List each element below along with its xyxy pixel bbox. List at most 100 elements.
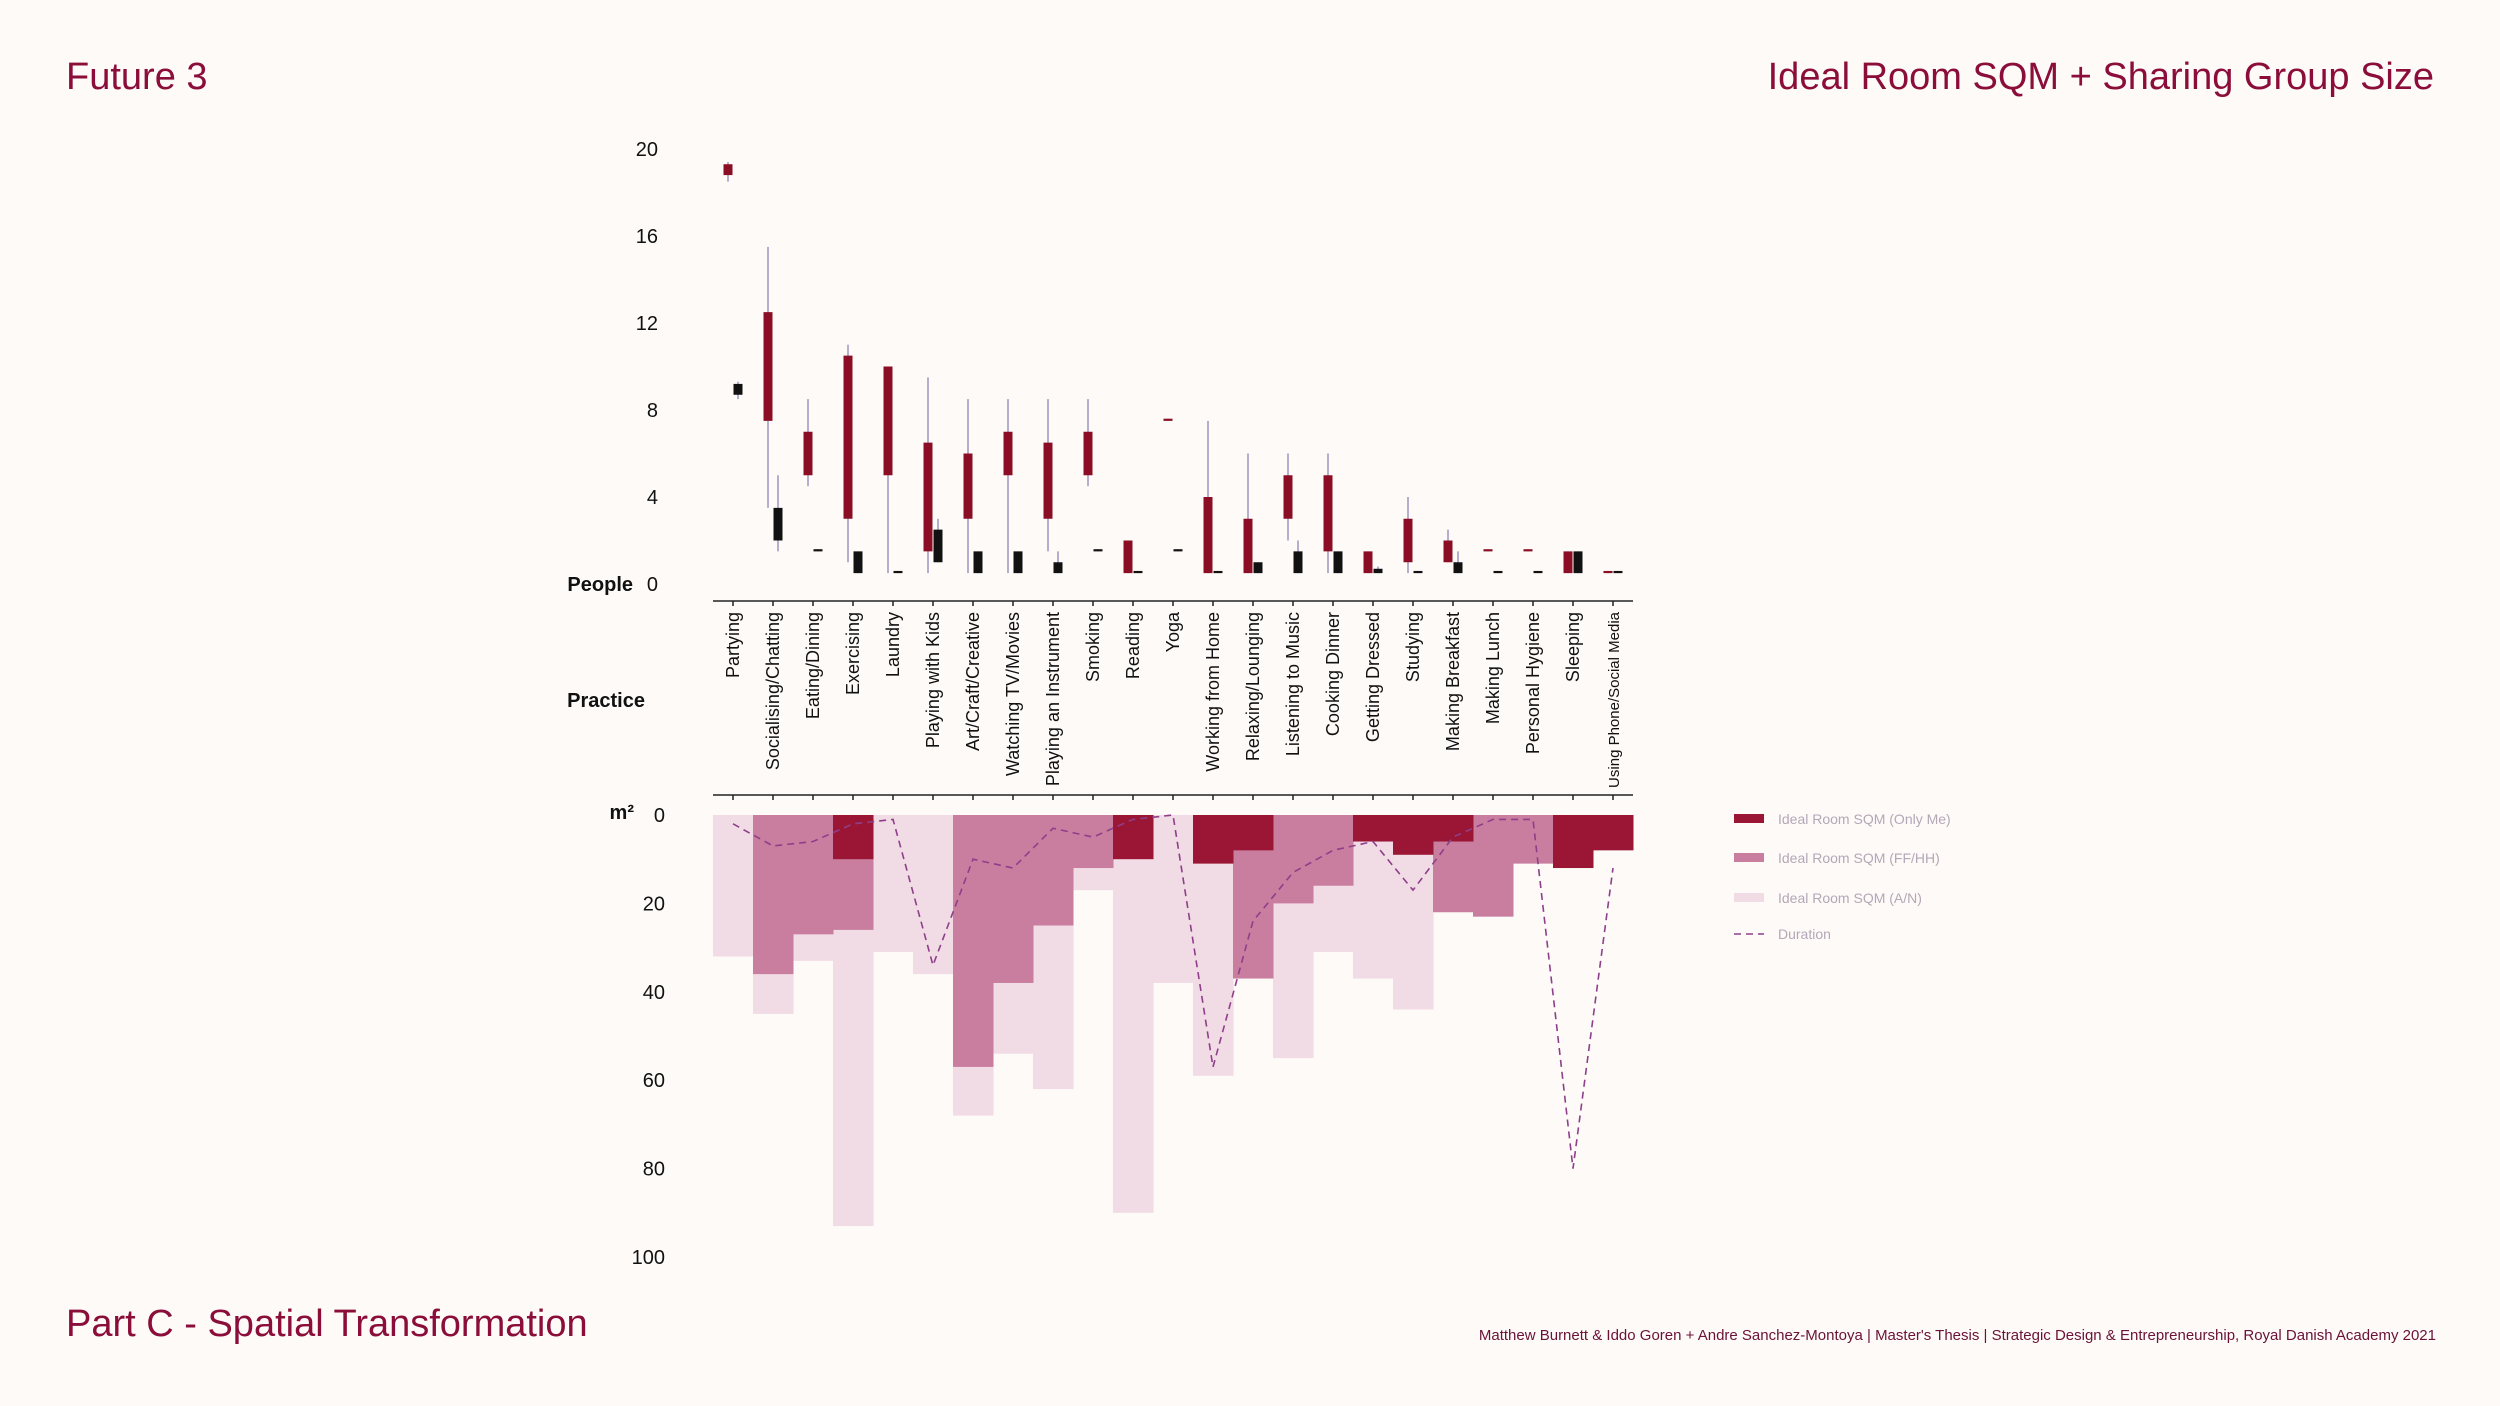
people-axis-label: People <box>567 574 633 596</box>
sqm-bar-ff-hh <box>753 815 794 975</box>
credits-text: Matthew Burnett & Iddo Goren + Andre San… <box>1478 1327 2436 1344</box>
people-tick-label: 8 <box>647 400 658 422</box>
candle-red-box <box>1243 518 1253 574</box>
candle-red-box <box>923 442 933 552</box>
sqm-tick-label: 0 <box>654 805 665 827</box>
sqm-bar-only-me <box>1393 815 1434 855</box>
candle-red-box <box>1603 570 1613 574</box>
candle-red-box <box>1283 475 1293 519</box>
candle-red-box <box>1323 475 1333 552</box>
candle-black-box <box>1053 562 1063 574</box>
people-tick-label: 4 <box>647 487 658 509</box>
category-label: Playing an Instrument <box>1043 612 1063 786</box>
sqm-bar-ff-hh <box>1073 815 1114 869</box>
candle-black-box <box>813 549 823 552</box>
people-tick-label: 0 <box>647 574 658 596</box>
people-tick-label: 12 <box>636 313 658 335</box>
category-label: Making Breakfast <box>1443 612 1463 751</box>
sqm-bar-only-me <box>1433 815 1474 842</box>
sqm-bar-only-me <box>1553 815 1594 869</box>
sqm-bar-only-me <box>1233 815 1274 851</box>
candle-black-box <box>1093 549 1103 552</box>
candle-red-box <box>883 366 893 476</box>
category-label: Smoking <box>1083 612 1103 682</box>
sqm-bar-a-n <box>873 815 914 953</box>
category-label: Reading <box>1123 612 1143 679</box>
candle-red-box <box>1203 497 1213 574</box>
category-label: Yoga <box>1163 611 1183 652</box>
category-label: Laundry <box>883 612 903 677</box>
sqm-bar-a-n <box>713 815 754 957</box>
candle-red-box <box>1443 540 1453 563</box>
candle-red-box <box>723 164 733 176</box>
candle-black-box <box>893 570 903 574</box>
candle-red-box <box>1123 540 1133 574</box>
sqm-bar-ff-hh <box>993 815 1034 983</box>
sqm-tick-label: 20 <box>643 893 665 915</box>
duration-line <box>732 814 1614 1169</box>
sqm-bar-only-me <box>833 815 874 860</box>
candle-red-box <box>1523 549 1533 552</box>
sqm-bar-a-n <box>1113 815 1154 1213</box>
candle-red-box <box>1483 549 1493 552</box>
candle-black-box <box>1373 568 1383 574</box>
candle-black-box <box>733 383 743 395</box>
sqm-bar-ff-hh <box>1273 815 1314 904</box>
sqm-bar-a-n <box>1153 815 1194 983</box>
candle-red-box <box>1403 518 1413 563</box>
candle-black-box <box>933 529 943 563</box>
sqm-bar-ff-hh <box>793 815 834 935</box>
page-title-left: Future 3 <box>66 56 208 98</box>
candle-black-box <box>853 551 863 574</box>
candle-black-box <box>1493 570 1503 574</box>
practice-axis-label: Practice <box>567 690 645 712</box>
candle-black-box <box>1173 549 1183 552</box>
sqm-tick-label: 100 <box>632 1247 665 1269</box>
candle-red-box <box>763 312 773 421</box>
candle-red-box <box>803 431 813 476</box>
sqm-tick-label: 40 <box>643 982 665 1004</box>
candle-black-box <box>1013 551 1023 574</box>
candle-black-box <box>973 551 983 574</box>
category-label: Getting Dressed <box>1363 612 1383 742</box>
candle-black-box <box>1613 570 1623 574</box>
category-label: Relaxing/Lounging <box>1243 612 1263 761</box>
candle-red-box <box>1083 431 1093 476</box>
category-label: Using Phone/Social Media <box>1606 611 1623 788</box>
candle-black-box <box>1533 570 1543 574</box>
candle-black-box <box>1333 551 1343 574</box>
sqm-bar-only-me <box>1113 815 1154 860</box>
sqm-bar-ff-hh <box>1313 815 1354 886</box>
candle-black-box <box>1573 551 1583 574</box>
sqm-tick-label: 60 <box>643 1070 665 1092</box>
legend-swatch <box>1734 893 1764 902</box>
candle-red-box <box>1363 551 1373 574</box>
candle-black-box <box>1213 570 1223 574</box>
candle-red-box <box>1563 551 1573 574</box>
category-label: Exercising <box>843 612 863 695</box>
candle-red-box <box>843 355 853 519</box>
category-label: Sleeping <box>1563 612 1583 682</box>
candle-red-box <box>963 453 973 519</box>
candle-black-box <box>1453 562 1463 574</box>
sqm-bar-ff-hh <box>1473 815 1514 917</box>
category-label: Eating/Dining <box>803 612 823 719</box>
people-tick-label: 20 <box>636 139 658 161</box>
legend-swatch <box>1734 853 1764 862</box>
candle-black-box <box>773 507 783 541</box>
category-label: Studying <box>1403 612 1423 682</box>
sqm-bar-ff-hh <box>953 815 994 1067</box>
category-label: Partying <box>723 612 743 678</box>
candle-red-box <box>1043 442 1053 519</box>
candle-black-box <box>1253 562 1263 574</box>
legend-label: Ideal Room SQM (Only Me) <box>1778 811 1951 827</box>
category-label: Working from Home <box>1203 612 1223 772</box>
candle-red-box <box>1003 431 1013 476</box>
sqm-bar-only-me <box>1353 815 1394 842</box>
candle-black-box <box>1133 570 1143 574</box>
people-tick-label: 16 <box>636 226 658 248</box>
legend-swatch <box>1734 814 1764 823</box>
sqm-tick-label: 80 <box>643 1159 665 1181</box>
sqm-bar-ff-hh <box>1033 815 1074 926</box>
legend-label: Ideal Room SQM (FF/HH) <box>1778 850 1940 866</box>
